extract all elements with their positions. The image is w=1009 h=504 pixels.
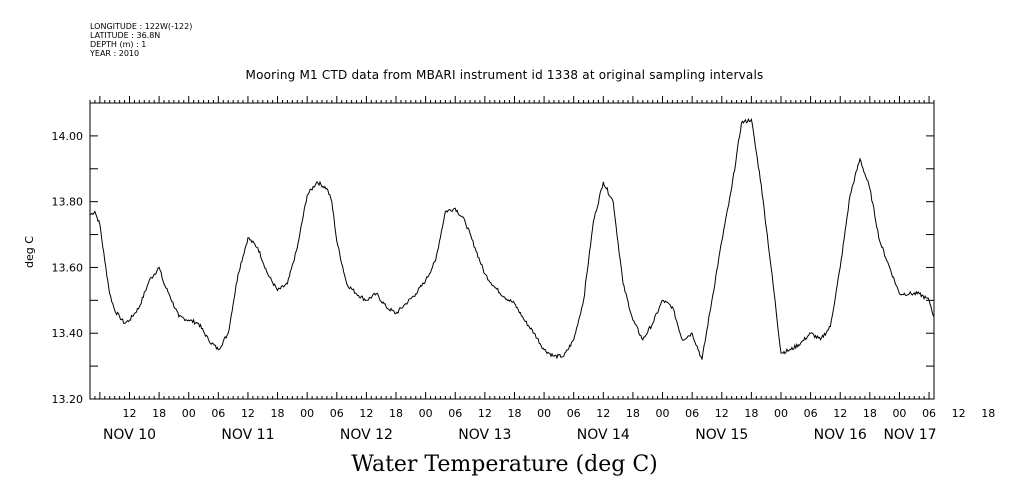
- x-hour-label: 18: [981, 407, 995, 420]
- y-axis: 13.20 13.40 13.60 13.80 14.00: [52, 102, 934, 406]
- x-hour-label: 12: [833, 407, 847, 420]
- metadata-block: LONGITUDE : 122W(-122) LATITUDE : 36.8N …: [90, 22, 192, 58]
- x-day-label: NOV 11: [221, 427, 274, 443]
- meta-year: YEAR : 2010: [90, 49, 140, 58]
- x-hour-label: 12: [715, 407, 729, 420]
- x-hour-label: 12: [241, 407, 255, 420]
- y-tick-label: 13.60: [52, 261, 84, 274]
- x-hour-label: 18: [507, 407, 521, 420]
- x-hour-label: 00: [656, 407, 670, 420]
- y-tick-label: 13.20: [52, 393, 84, 406]
- x-hour-label: 06: [804, 407, 818, 420]
- x-hour-label: 00: [300, 407, 314, 420]
- x-hour-label: 18: [271, 407, 285, 420]
- x-hour-label: 06: [211, 407, 225, 420]
- series-line-water-temperature: [89, 117, 935, 360]
- x-hour-label: 12: [952, 407, 966, 420]
- x-hour-label: 00: [419, 407, 433, 420]
- x-hour-label: 00: [182, 407, 196, 420]
- x-hour-label: 00: [892, 407, 906, 420]
- meta-latitude: LATITUDE : 36.8N: [90, 31, 161, 40]
- x-hour-label: 00: [537, 407, 551, 420]
- x-day-label: NOV 10: [103, 427, 156, 443]
- plot-border: [89, 102, 935, 400]
- y-tick-label: 13.40: [52, 327, 84, 340]
- x-hour-label: 06: [922, 407, 936, 420]
- x-hour-label: 06: [330, 407, 344, 420]
- x-axis: 12 18 00 06 12 18 00 06 12 18 00 06 12 18 00 06 12 18 00 06…: [89, 96, 995, 443]
- x-hour-label: 12: [122, 407, 136, 420]
- meta-depth: DEPTH (m) : 1: [90, 40, 147, 49]
- x-hour-label: 12: [478, 407, 492, 420]
- y-axis-label: deg C: [23, 236, 36, 268]
- x-hour-label: 06: [685, 407, 699, 420]
- x-day-label: NOV 14: [577, 427, 630, 443]
- meta-longitude: LONGITUDE : 122W(-122): [90, 22, 193, 31]
- x-hour-label: 12: [596, 407, 610, 420]
- x-day-label: NOV 12: [340, 427, 393, 443]
- x-hour-label: 18: [863, 407, 877, 420]
- plot-frame: [89, 102, 935, 400]
- x-hour-label: 06: [448, 407, 462, 420]
- x-hour-label: 18: [389, 407, 403, 420]
- x-hour-label: 06: [567, 407, 581, 420]
- y-tick-label: 13.80: [52, 196, 84, 209]
- x-hour-label: 12: [359, 407, 373, 420]
- x-hour-label: 18: [626, 407, 640, 420]
- x-day-label: NOV 15: [695, 427, 748, 443]
- x-hour-label: 00: [774, 407, 788, 420]
- x-day-label: NOV 16: [814, 427, 867, 443]
- x-day-label: NOV 13: [458, 427, 511, 443]
- x-day-label: NOV 17: [883, 427, 936, 443]
- chart-title: Mooring M1 CTD data from MBARI instrumen…: [245, 68, 764, 82]
- y-tick-label: 14.00: [52, 130, 84, 143]
- x-hour-label: 18: [744, 407, 758, 420]
- x-hour-label: 18: [152, 407, 166, 420]
- chart-caption: Water Temperature (deg C): [351, 452, 658, 477]
